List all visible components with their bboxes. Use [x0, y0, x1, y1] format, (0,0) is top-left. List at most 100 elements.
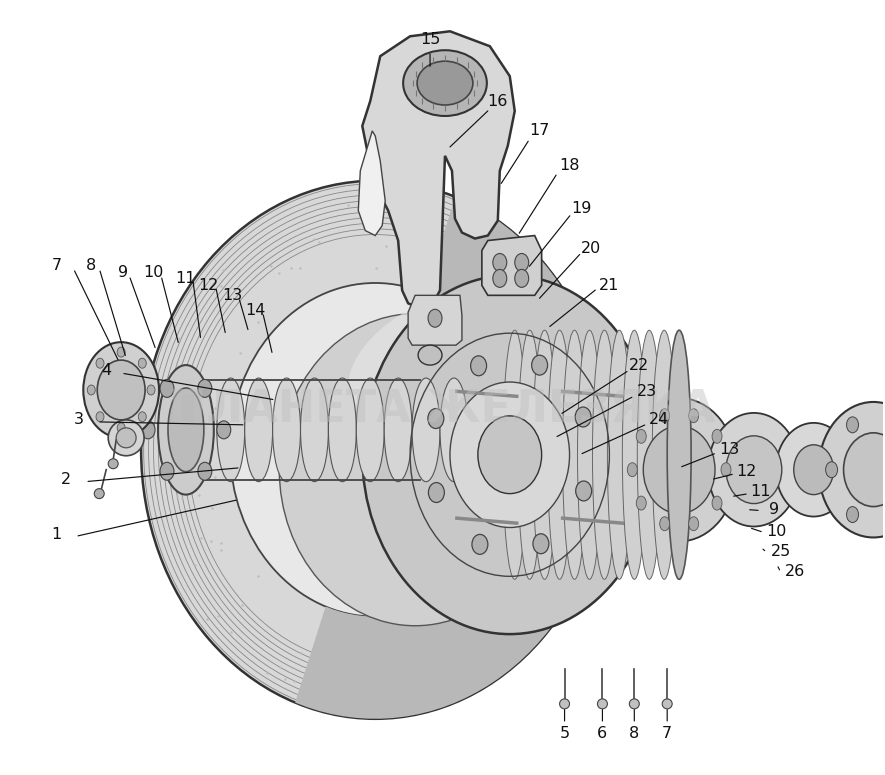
Polygon shape — [358, 131, 385, 236]
Ellipse shape — [328, 378, 357, 481]
Ellipse shape — [597, 699, 607, 709]
Ellipse shape — [708, 413, 800, 526]
Text: 23: 23 — [637, 384, 658, 399]
Ellipse shape — [230, 283, 520, 617]
Polygon shape — [296, 197, 610, 718]
Ellipse shape — [198, 380, 212, 398]
Ellipse shape — [96, 358, 104, 368]
Ellipse shape — [141, 181, 610, 718]
Ellipse shape — [117, 423, 125, 432]
Ellipse shape — [418, 345, 442, 365]
Ellipse shape — [515, 253, 528, 271]
Ellipse shape — [712, 429, 722, 443]
Ellipse shape — [349, 293, 512, 418]
Ellipse shape — [578, 330, 602, 579]
Ellipse shape — [428, 483, 444, 502]
Ellipse shape — [847, 417, 858, 432]
Ellipse shape — [533, 534, 549, 553]
Text: 16: 16 — [488, 94, 508, 108]
Ellipse shape — [662, 699, 673, 709]
Text: 11: 11 — [750, 484, 771, 499]
Text: 19: 19 — [572, 202, 592, 216]
Ellipse shape — [472, 535, 488, 554]
Ellipse shape — [689, 517, 698, 531]
Ellipse shape — [160, 380, 174, 398]
Ellipse shape — [721, 463, 731, 477]
Ellipse shape — [819, 402, 885, 537]
Ellipse shape — [96, 412, 104, 422]
Ellipse shape — [794, 445, 834, 494]
Ellipse shape — [450, 382, 570, 528]
Ellipse shape — [138, 412, 146, 422]
Ellipse shape — [95, 488, 104, 498]
Text: 10: 10 — [142, 265, 163, 280]
Ellipse shape — [533, 330, 557, 579]
Ellipse shape — [417, 61, 473, 105]
Ellipse shape — [168, 388, 204, 472]
Ellipse shape — [404, 50, 487, 116]
Polygon shape — [362, 31, 515, 308]
Ellipse shape — [108, 420, 144, 456]
Ellipse shape — [362, 275, 658, 634]
Ellipse shape — [712, 496, 722, 510]
Ellipse shape — [158, 365, 214, 494]
Ellipse shape — [117, 347, 125, 357]
Ellipse shape — [116, 428, 136, 448]
Ellipse shape — [518, 330, 542, 579]
Ellipse shape — [493, 270, 507, 288]
Ellipse shape — [88, 385, 96, 395]
Text: 6: 6 — [597, 726, 607, 741]
Text: 5: 5 — [559, 726, 570, 741]
Text: 9: 9 — [118, 265, 128, 280]
Ellipse shape — [245, 378, 273, 481]
Text: 8: 8 — [86, 258, 96, 273]
Ellipse shape — [478, 416, 542, 494]
Text: 21: 21 — [599, 278, 620, 293]
Text: 8: 8 — [629, 726, 640, 741]
Ellipse shape — [667, 330, 691, 579]
Text: 2: 2 — [61, 472, 72, 487]
Ellipse shape — [97, 360, 145, 420]
Ellipse shape — [357, 378, 384, 481]
Ellipse shape — [576, 481, 592, 501]
Ellipse shape — [108, 459, 119, 469]
Ellipse shape — [592, 330, 616, 579]
Text: 15: 15 — [419, 32, 440, 46]
Ellipse shape — [515, 270, 528, 288]
Text: 12: 12 — [736, 464, 757, 479]
Ellipse shape — [563, 330, 587, 579]
Ellipse shape — [776, 423, 851, 516]
Text: 7: 7 — [51, 258, 61, 273]
Ellipse shape — [622, 330, 646, 579]
Ellipse shape — [607, 330, 631, 579]
Ellipse shape — [689, 408, 698, 422]
Ellipse shape — [659, 517, 670, 531]
Text: 10: 10 — [766, 524, 787, 539]
Text: 22: 22 — [629, 357, 650, 373]
Ellipse shape — [826, 462, 837, 477]
Text: 7: 7 — [662, 726, 673, 741]
Polygon shape — [481, 236, 542, 295]
Ellipse shape — [503, 330, 527, 579]
Ellipse shape — [280, 314, 550, 625]
Ellipse shape — [147, 385, 155, 395]
Text: 4: 4 — [101, 363, 112, 377]
Text: 1: 1 — [51, 527, 62, 542]
Polygon shape — [408, 295, 462, 345]
Ellipse shape — [412, 378, 440, 481]
Ellipse shape — [532, 355, 548, 375]
Ellipse shape — [471, 356, 487, 376]
Ellipse shape — [217, 421, 231, 439]
Text: 24: 24 — [649, 412, 669, 427]
Text: 13: 13 — [223, 288, 242, 303]
Ellipse shape — [636, 429, 646, 443]
Ellipse shape — [659, 408, 670, 422]
Ellipse shape — [643, 425, 715, 514]
Text: 14: 14 — [245, 303, 266, 318]
Text: 17: 17 — [529, 123, 550, 139]
Ellipse shape — [217, 378, 245, 481]
Ellipse shape — [428, 309, 442, 327]
Ellipse shape — [843, 432, 885, 507]
Text: 25: 25 — [771, 544, 791, 559]
Ellipse shape — [637, 330, 661, 579]
